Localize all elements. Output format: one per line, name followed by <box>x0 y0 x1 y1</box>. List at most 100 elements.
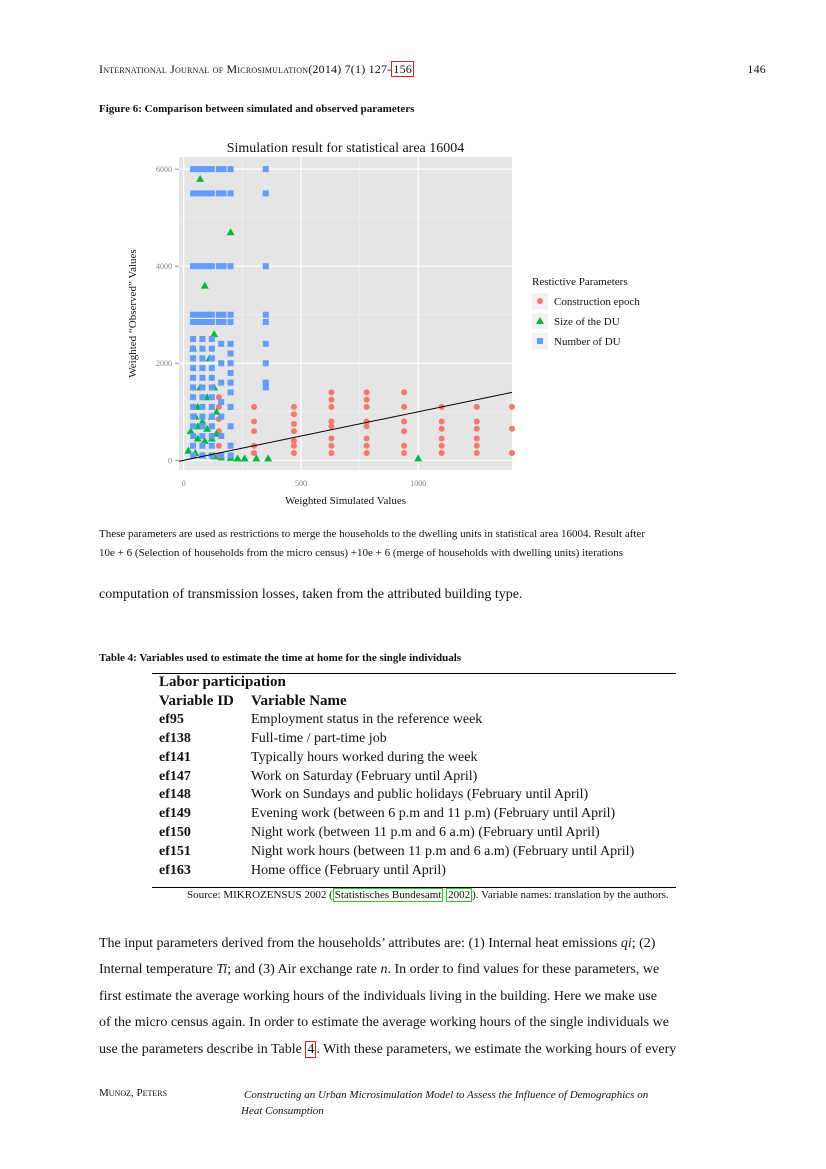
data-point-square <box>227 379 234 386</box>
data-point-square <box>208 442 215 449</box>
data-point-square <box>208 335 215 342</box>
data-point-square <box>199 345 206 352</box>
text-span: use the parameters describe in Table <box>99 1041 306 1057</box>
data-point-square <box>227 423 234 430</box>
table-row: ef163 Home office (February until April) <box>159 862 634 881</box>
reference-line <box>178 391 513 462</box>
paragraph-line-2: Internal temperature Ti; and (3) Air exc… <box>99 957 727 983</box>
variables-table: Labor participation Variable ID Variable… <box>159 673 677 881</box>
data-point-square <box>199 442 206 449</box>
data-point-square <box>194 263 201 270</box>
paragraph-line-5: use the parameters describe in Table 4. … <box>99 1037 727 1063</box>
table-header-id: Variable ID <box>159 692 234 709</box>
data-point-square <box>208 166 215 173</box>
legend-key-square <box>537 338 543 344</box>
body-paragraph: The input parameters derived from the ho… <box>99 931 727 1063</box>
data-point-square <box>204 311 211 318</box>
table-row: ef148 Work on Sundays and public holidays… <box>159 786 634 805</box>
data-point-square <box>199 318 206 325</box>
data-point-circle <box>363 396 370 403</box>
journal-name: International Journal of Microsimulation <box>99 62 309 76</box>
data-point-square <box>218 399 225 406</box>
data-point-square <box>190 423 197 430</box>
data-point-circle <box>473 403 480 410</box>
data-point-circle <box>328 403 335 410</box>
data-point-square <box>190 365 197 372</box>
data-point-circle <box>438 450 445 457</box>
citation-year-link[interactable]: 2002 <box>446 888 473 902</box>
data-point-circle <box>251 418 258 425</box>
data-point-square <box>204 318 211 325</box>
data-point-square <box>218 452 225 459</box>
data-point-circle <box>251 403 258 410</box>
data-point-square <box>227 311 234 318</box>
data-point-circle <box>473 435 480 442</box>
table-reference-link[interactable]: 4 <box>305 1040 317 1058</box>
data-point-square <box>227 389 234 396</box>
citation-author-link[interactable]: Statistisches Bundesamt <box>332 888 444 902</box>
data-point-circle <box>509 450 515 457</box>
text-span: The input parameters derived from the ho… <box>99 936 621 951</box>
data-point-square <box>199 190 206 197</box>
x-tick-label: 0 <box>182 479 186 488</box>
variable-name: Home office (February until April) <box>251 863 446 879</box>
data-point-circle <box>328 389 335 396</box>
x-tick-label: 1000 <box>410 479 426 488</box>
data-point-triangle <box>240 454 249 462</box>
data-point-square <box>227 369 234 376</box>
data-point-square <box>199 452 206 459</box>
table-top-rule <box>152 673 676 674</box>
data-point-circle <box>215 442 222 449</box>
table-source-note: Source: MIKROZENSUS 2002 (Statistisches … <box>187 888 669 902</box>
data-point-circle <box>290 428 297 435</box>
data-point-square <box>199 413 206 420</box>
data-point-circle <box>290 411 297 418</box>
data-point-circle <box>509 425 515 432</box>
variable-id: ef149 <box>159 806 191 822</box>
data-point-square <box>190 433 197 440</box>
paragraph-line-4: of the micro census again. In order to e… <box>99 1015 669 1031</box>
math-variable: Ti <box>216 962 228 978</box>
variable-id: ef138 <box>159 730 191 746</box>
data-point-square <box>262 340 269 347</box>
table-header-name: Variable Name <box>251 692 347 709</box>
data-point-triangle <box>186 427 195 435</box>
data-point-square <box>190 166 197 173</box>
data-point-triangle <box>226 228 235 236</box>
data-point-circle <box>473 442 480 449</box>
data-point-square <box>262 318 269 325</box>
legend-key-circle <box>537 298 543 304</box>
data-point-square <box>208 423 215 430</box>
data-point-square <box>190 394 197 401</box>
data-point-square <box>220 190 227 197</box>
source-suffix: ). Variable names: translation by the au… <box>472 889 669 901</box>
x-tick-label: 500 <box>295 479 307 488</box>
data-point-square <box>190 452 197 459</box>
data-point-square <box>208 413 215 420</box>
x-axis-label: Weighted Simulated Values <box>285 495 406 507</box>
data-point-circle <box>401 450 408 457</box>
data-point-triangle <box>200 281 209 289</box>
data-point-square <box>190 190 197 197</box>
journal-end-page-link[interactable]: 156 <box>391 61 415 77</box>
chart-canvas: 0 500 1000 0 2000 4000 6000 Simulation result f… <box>127 141 640 507</box>
legend-label: Number of DU <box>554 336 621 348</box>
data-point-circle <box>328 435 335 442</box>
data-point-square <box>262 311 269 318</box>
data-point-square <box>227 166 234 173</box>
data-point-square <box>262 166 269 173</box>
data-point-triangle <box>184 446 193 454</box>
data-point-square <box>199 384 206 391</box>
data-point-square <box>227 350 234 357</box>
table-row: ef141 Typically hours worked during the w… <box>159 749 634 768</box>
data-point-square <box>190 345 197 352</box>
math-variable: n <box>380 962 388 978</box>
table-bottom-rule <box>152 887 676 888</box>
variable-id: ef163 <box>159 863 191 879</box>
data-point-square <box>227 263 234 270</box>
plot-panel <box>179 157 512 470</box>
data-point-circle <box>363 423 370 430</box>
data-point-square <box>218 433 225 440</box>
data-point-square <box>208 452 215 459</box>
data-point-triangle <box>233 454 242 462</box>
